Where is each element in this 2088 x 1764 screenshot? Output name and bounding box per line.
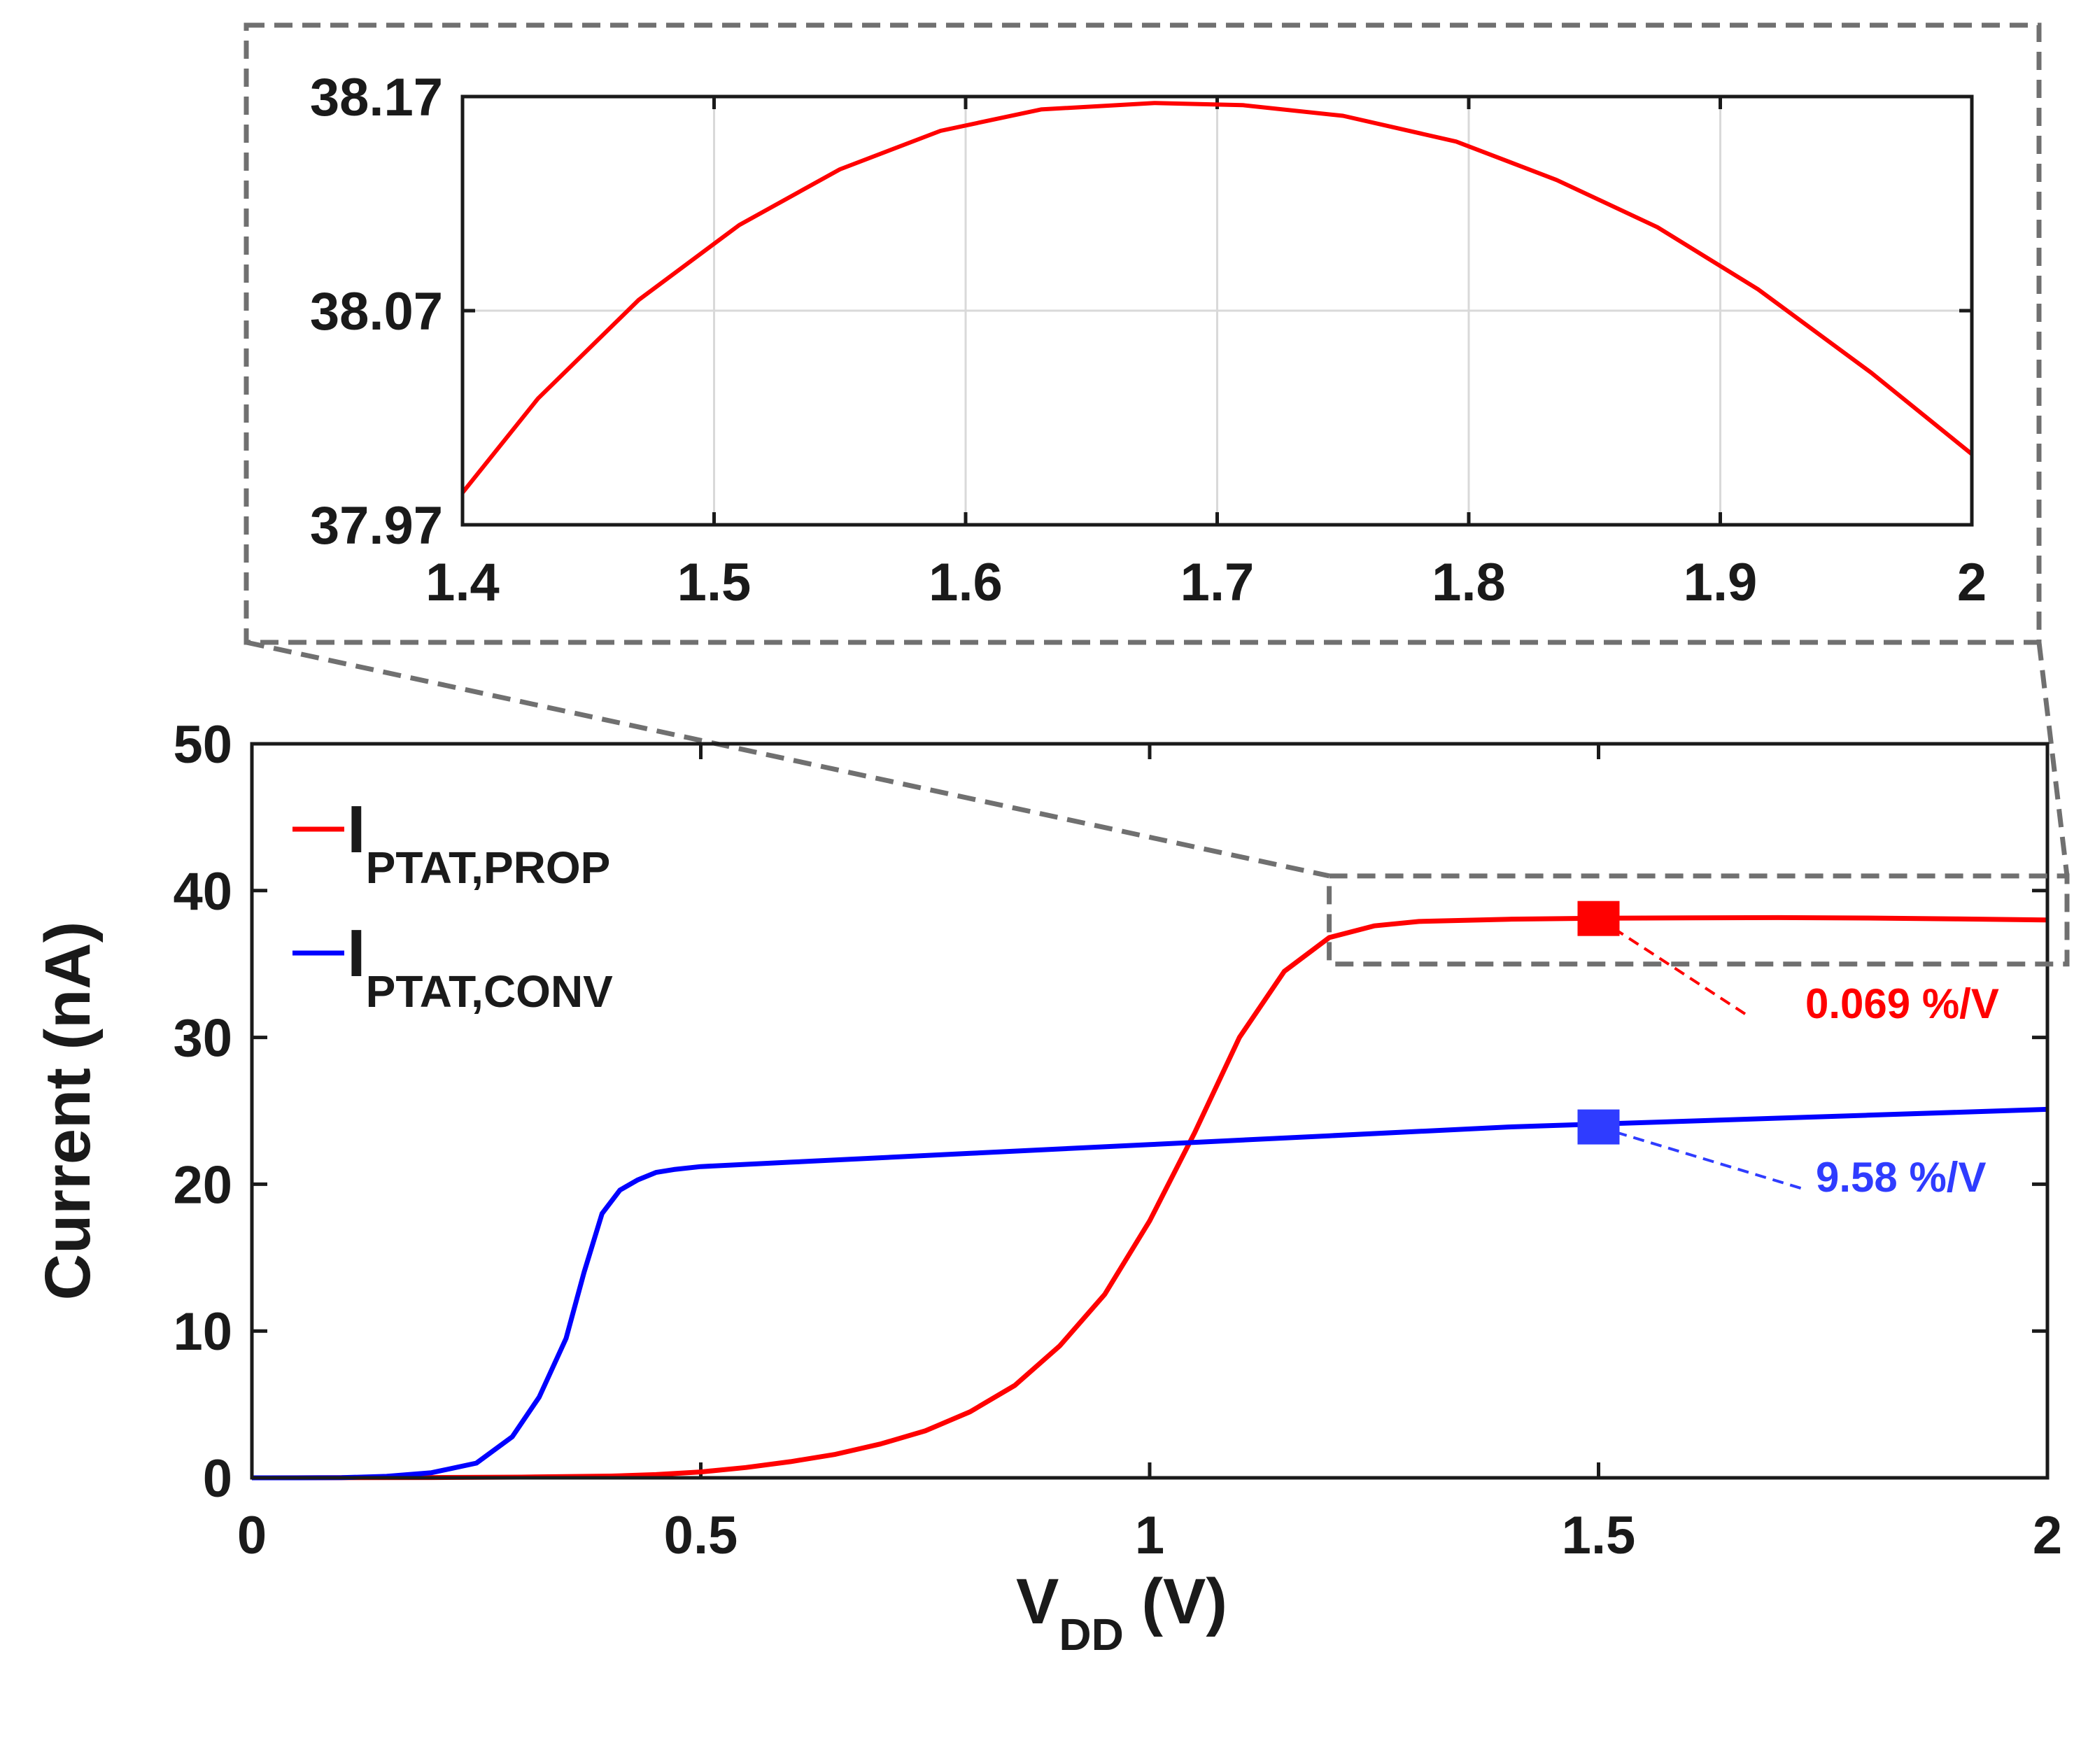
x-axis-label-main: V <box>1016 1566 1059 1637</box>
x-tick-label: 1.7 <box>1180 553 1255 612</box>
x-tick-label: 0.5 <box>664 1506 738 1565</box>
legend-entry: IPTAT,PROP <box>347 792 610 893</box>
legend-entry: IPTAT,CONV <box>347 916 613 1017</box>
series-line <box>251 915 2048 1481</box>
legend-label-main: I <box>347 916 366 991</box>
legend-label-subscript: PTAT,CONV <box>366 966 614 1017</box>
annotation-leader <box>1597 1125 1806 1191</box>
y-tick-label: 40 <box>173 862 232 922</box>
zoom-connector-left <box>246 640 1330 879</box>
legend-label-subscript: PTAT,PROP <box>366 842 611 893</box>
zoom-connector-right <box>2036 642 2070 877</box>
y-tick-label: 0 <box>203 1449 232 1509</box>
legend-label-main: I <box>347 792 366 867</box>
slope-annotation: 9.58 %/V <box>1816 1154 1987 1201</box>
x-tick-label: 1.5 <box>677 553 752 612</box>
zoom-callout <box>244 22 2070 879</box>
x-axis-label-unit: (V) <box>1124 1566 1227 1637</box>
y-tick-label: 20 <box>173 1155 232 1215</box>
y-tick-label: 38.07 <box>310 282 443 341</box>
x-tick-label: 1.4 <box>425 553 500 612</box>
data-marker <box>1577 1109 1620 1145</box>
y-tick-label: 30 <box>173 1009 232 1068</box>
inset-zoom-box <box>244 22 2042 645</box>
x-tick-label: 0 <box>237 1506 267 1565</box>
y-tick-label: 50 <box>173 715 232 775</box>
y-tick-label: 37.97 <box>310 496 443 556</box>
y-axis-label: Current (nA) <box>32 922 104 1301</box>
x-tick-label: 1.6 <box>929 553 1003 612</box>
y-tick-label: 38.17 <box>310 68 443 127</box>
x-tick-label: 2 <box>1957 553 1987 612</box>
x-tick-label: 1 <box>1135 1506 1164 1565</box>
data-marker <box>1577 901 1620 936</box>
series-line <box>252 1106 2048 1481</box>
slope-annotation: 0.069 %/V <box>1805 980 1999 1027</box>
inset-series-line <box>460 101 1973 494</box>
annotation-leader <box>1597 917 1751 1018</box>
inset-plot-frame <box>460 94 1974 527</box>
x-tick-label: 2 <box>2033 1506 2062 1565</box>
x-axis-label: VDD (V) <box>1016 1566 1227 1660</box>
x-tick-label: 1.8 <box>1432 553 1506 612</box>
main-plot-frame <box>250 742 2050 1480</box>
y-tick-label: 10 <box>173 1302 232 1362</box>
inset-chart: 1.4 1.5 1.6 1.7 1.8 1.9 2 37.97 38.07 38.17 <box>310 68 1987 612</box>
zoom-region-box <box>1327 873 2070 967</box>
x-tick-label: 1.9 <box>1684 553 1758 612</box>
x-axis-label-subscript: DD <box>1059 1609 1123 1660</box>
x-tick-label: 1.5 <box>1562 1506 1636 1565</box>
